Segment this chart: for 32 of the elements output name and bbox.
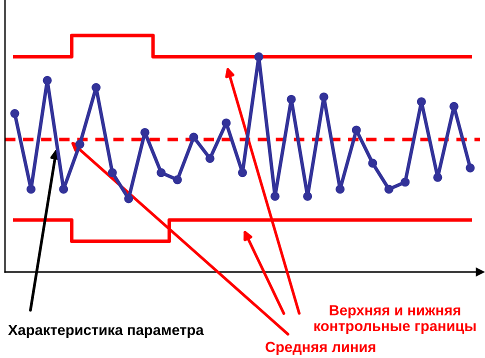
point	[270, 192, 280, 201]
point	[238, 168, 248, 178]
point	[26, 184, 36, 194]
text: Характеристика параметра	[8, 324, 204, 338]
point	[75, 140, 84, 149]
point	[254, 52, 264, 62]
point	[10, 109, 20, 118]
point	[108, 168, 117, 178]
point	[42, 76, 52, 85]
point	[92, 83, 101, 92]
point	[286, 94, 296, 104]
point	[59, 184, 68, 194]
point	[189, 132, 198, 142]
point	[336, 184, 345, 194]
point	[416, 97, 426, 106]
point	[319, 92, 328, 102]
point	[400, 178, 410, 187]
point	[140, 128, 150, 137]
point	[433, 172, 442, 182]
text: Верхняя и нижняя контрольные границы	[314, 305, 476, 334]
point	[205, 154, 214, 163]
point	[156, 168, 166, 178]
point	[124, 194, 134, 204]
point	[466, 163, 475, 172]
point	[172, 175, 182, 184]
point	[352, 126, 361, 135]
point	[449, 102, 458, 111]
text: Средняя линия	[266, 342, 376, 355]
point	[368, 158, 378, 168]
point	[384, 184, 394, 194]
point	[303, 192, 312, 201]
point	[222, 118, 231, 128]
